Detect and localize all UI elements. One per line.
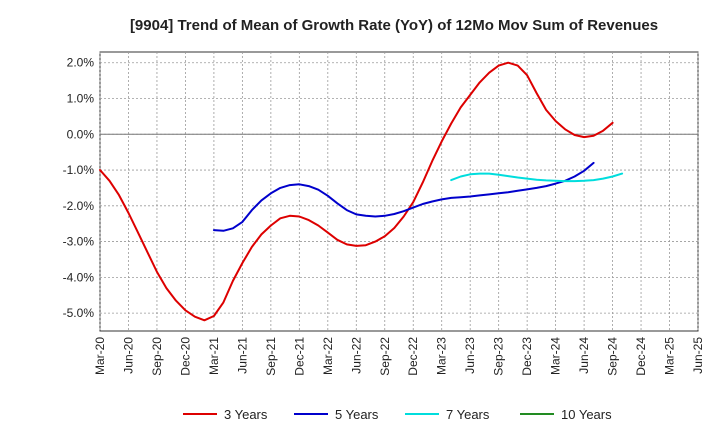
y-tick-label: -1.0%	[63, 163, 95, 177]
legend-label: 7 Years	[446, 407, 490, 422]
x-tick-label: Mar-21	[207, 337, 221, 375]
series-lines	[99, 61, 624, 322]
series-line-3-years	[99, 61, 614, 322]
x-tick-label: Dec-24	[634, 337, 648, 376]
y-tick-label: -5.0%	[63, 306, 95, 320]
x-tick-label: Mar-23	[435, 337, 449, 375]
x-tick-label: Sep-21	[264, 337, 278, 376]
grid-lines	[99, 52, 699, 331]
series-line-7-years	[450, 172, 624, 183]
x-tick-label: Jun-22	[349, 337, 363, 374]
x-tick-label: Dec-22	[406, 337, 420, 376]
x-tick-label: Mar-25	[663, 337, 677, 375]
x-tick-label: Sep-24	[606, 337, 620, 376]
x-tick-label: Jun-20	[121, 337, 135, 374]
y-axis: 2.0% 1.0% 0.0% -1.0% -2.0% -3.0% -4.0% -5.0%	[63, 56, 95, 320]
x-tick-label: Jun-21	[235, 337, 249, 374]
x-tick-label: Jun-24	[577, 337, 591, 374]
y-tick-label: 0.0%	[67, 127, 95, 141]
y-tick-label: -3.0%	[63, 235, 95, 249]
plot-frame	[99, 51, 699, 332]
x-tick-label: Mar-24	[549, 337, 563, 375]
series-line-5-years	[212, 161, 595, 232]
legend: 3 Years 5 Years 7 Years 10 Years	[183, 407, 612, 422]
x-tick-label: Dec-20	[178, 337, 192, 376]
y-tick-label: 1.0%	[67, 92, 95, 106]
y-tick-label: -2.0%	[63, 199, 95, 213]
legend-label: 5 Years	[335, 407, 379, 422]
x-tick-label: Mar-22	[321, 337, 335, 375]
x-tick-label: Dec-23	[520, 337, 534, 376]
chart-title: [9904] Trend of Mean of Growth Rate (YoY…	[130, 17, 658, 34]
x-tick-label: Dec-21	[292, 337, 306, 376]
x-tick-label: Mar-20	[93, 337, 107, 375]
x-tick-label: Sep-22	[378, 337, 392, 376]
plot-area	[99, 51, 699, 332]
y-tick-label: 2.0%	[67, 56, 95, 70]
x-axis: Mar-20 Jun-20 Sep-20 Dec-20 Mar-21 Jun-21 Sep-…	[93, 337, 705, 376]
x-tick-label: Sep-23	[492, 337, 506, 376]
x-tick-label: Jun-25	[691, 337, 705, 374]
y-tick-label: -4.0%	[63, 270, 95, 284]
x-tick-label: Jun-23	[463, 337, 477, 374]
legend-label: 10 Years	[561, 407, 612, 422]
legend-label: 3 Years	[224, 407, 268, 422]
x-tick-label: Sep-20	[150, 337, 164, 376]
